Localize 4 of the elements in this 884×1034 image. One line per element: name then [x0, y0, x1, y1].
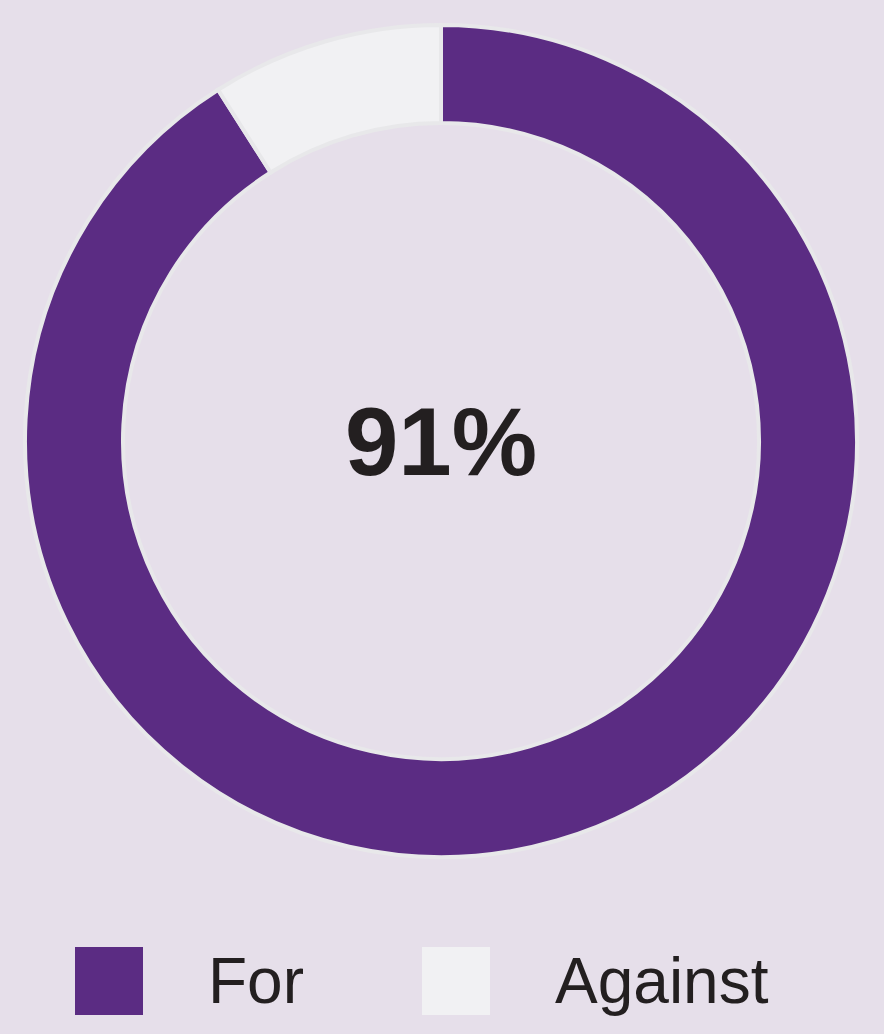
legend-label: Against	[555, 945, 769, 1018]
legend-label: For	[208, 945, 304, 1018]
data-label: 91%	[344, 387, 538, 495]
donut-slice	[23, 23, 859, 859]
